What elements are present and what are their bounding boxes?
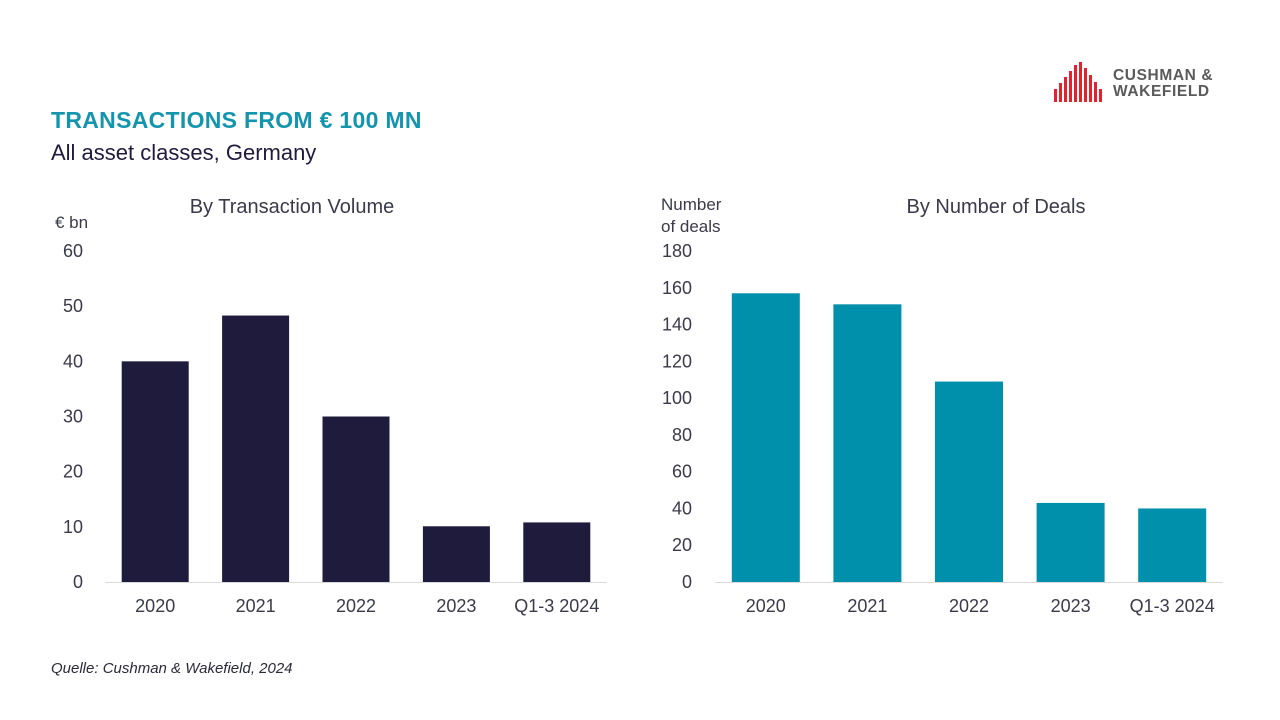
y-tick-label: 20: [672, 535, 692, 555]
x-tick-label: Q1-3 2024: [514, 596, 599, 616]
cushman-wakefield-logo: CUSHMAN & WAKEFIELD: [1054, 62, 1234, 104]
y-tick-label: 0: [682, 572, 692, 592]
y-tick-label: 160: [662, 278, 692, 298]
page-title: TRANSACTIONS FROM € 100 MN: [51, 107, 422, 133]
bar-2021: [222, 315, 290, 582]
page-subtitle: All asset classes, Germany: [51, 140, 317, 165]
bar-q1-3-2024: [523, 522, 591, 582]
logo-wordmark: CUSHMAN & WAKEFIELD: [1113, 68, 1213, 100]
bar-2023: [422, 526, 490, 582]
x-tick-label: 2021: [236, 596, 276, 616]
y-tick-label: 20: [63, 462, 83, 482]
number-of-deals-chart: By Number of Deals Number of deals 0 20 40 60 8…: [661, 195, 1223, 616]
y-tick-label: 40: [672, 498, 692, 518]
chart-title: By Number of Deals: [907, 196, 1086, 218]
transaction-volume-chart: By Transaction Volume € bn 0 10 20 30 40 50 60 20…: [55, 196, 607, 616]
y-tick-label: 140: [662, 315, 692, 335]
bar-q1-3-2024: [1138, 508, 1207, 582]
y-axis-unit-label: Number: [661, 195, 722, 214]
y-tick-label: 180: [662, 241, 692, 261]
chart-title: By Transaction Volume: [190, 196, 395, 218]
y-tick-label: 60: [63, 241, 83, 261]
y-tick-label: 80: [672, 425, 692, 445]
x-tick-label: 2021: [847, 596, 887, 616]
y-tick-label: 120: [662, 351, 692, 371]
y-tick-label: 30: [63, 407, 83, 427]
logo-line-2: WAKEFIELD: [1113, 83, 1210, 100]
y-tick-label: 0: [73, 572, 83, 592]
y-tick-label: 10: [63, 517, 83, 537]
x-tick-label: Q1-3 2024: [1130, 596, 1215, 616]
bar-2021: [833, 304, 902, 582]
y-tick-label: 40: [63, 351, 83, 371]
bar-2022: [935, 381, 1003, 582]
x-tick-label: 2023: [436, 596, 476, 616]
y-axis-unit-label: of deals: [661, 217, 721, 236]
bar-2020: [121, 361, 189, 582]
y-tick-label: 60: [672, 462, 692, 482]
source-note: Quelle: Cushman & Wakefield, 2024: [51, 660, 293, 677]
x-tick-label: 2022: [949, 596, 989, 616]
x-tick-label: 2020: [135, 596, 175, 616]
y-tick-label: 50: [63, 296, 83, 316]
bar-2020: [731, 293, 800, 582]
x-tick-label: 2023: [1051, 596, 1091, 616]
y-tick-label: 100: [662, 388, 692, 408]
logo-line-1: CUSHMAN &: [1113, 67, 1214, 84]
logo-building-icon: [1054, 62, 1102, 102]
x-tick-label: 2022: [336, 596, 376, 616]
x-tick-label: 2020: [746, 596, 786, 616]
bar-2022: [322, 416, 390, 582]
y-axis-unit-label: € bn: [55, 213, 88, 232]
bar-2023: [1036, 502, 1105, 582]
